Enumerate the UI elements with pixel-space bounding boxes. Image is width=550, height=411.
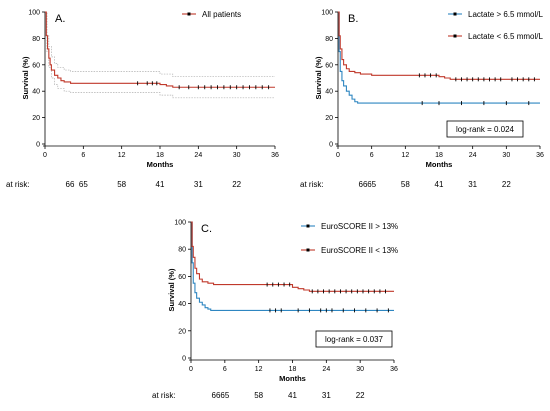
- legend-marker: [187, 12, 191, 16]
- at-risk-count: 58: [254, 391, 263, 400]
- legend-label: Lactate > 6.5 mmol/L: [468, 10, 543, 19]
- legend-label: Lactate < 6.5 mmol/L: [468, 32, 543, 41]
- panel-b: 0 20 40 60 80 100 0 6 12 18 24 30 36 Months Survival (…: [300, 10, 544, 190]
- panel-c: 0 20 40 60 80 100 0 6 12 18 24 30 36 Months Survival (…: [152, 220, 398, 401]
- y-tick-label: 100: [321, 10, 333, 17]
- at-risk-count: 41: [156, 180, 165, 189]
- at-risk-count: 58: [117, 180, 126, 189]
- at-risk-count: 41: [288, 391, 297, 400]
- panel-a: 0 20 40 60 80 100 0 6 12 18 24 30 36 Months Survival (…: [6, 10, 279, 190]
- x-tick-label: 30: [233, 152, 241, 159]
- logrank-box: [446, 120, 524, 138]
- y-tick-label: 40: [178, 301, 186, 308]
- survival-curve: [338, 11, 540, 104]
- at-risk-count: 66: [359, 180, 368, 189]
- y-tick-label: 40: [32, 89, 40, 96]
- y-axis-title: Survival (%): [314, 56, 323, 99]
- logrank-box: [315, 330, 393, 348]
- x-tick-label: 36: [536, 152, 544, 159]
- x-tick-label: 36: [271, 152, 279, 159]
- y-tick-label: 60: [178, 274, 186, 281]
- confidence-band-line: [45, 11, 275, 99]
- at-risk-count: 22: [502, 180, 511, 189]
- at-risk-count: 66: [66, 180, 75, 189]
- survival-curve: [191, 221, 394, 311]
- x-tick-label: 0: [43, 152, 47, 159]
- legend-label: EuroSCORE II > 13%: [321, 222, 398, 231]
- y-tick-label: 20: [325, 115, 333, 122]
- at-risk-count: 22: [356, 391, 365, 400]
- y-tick-label: 0: [182, 356, 186, 363]
- y-axis-title: Survival (%): [21, 56, 30, 99]
- x-tick-label: 24: [469, 152, 477, 159]
- y-tick-label: 60: [325, 62, 333, 69]
- panel-label: A.: [55, 13, 65, 25]
- survival-curve: [338, 11, 540, 80]
- y-tick-label: 80: [32, 36, 40, 43]
- legend-label: All patients: [202, 10, 241, 19]
- y-tick-label: 20: [32, 115, 40, 122]
- y-tick-label: 0: [329, 142, 333, 149]
- logrank-value: log-rank = 0.024: [456, 125, 515, 134]
- x-tick-label: 18: [289, 366, 297, 373]
- at-risk-label: at risk:: [300, 180, 324, 189]
- survival-curve: [45, 11, 275, 88]
- x-axis-title: Months: [426, 160, 453, 169]
- at-risk-label: at risk:: [152, 391, 176, 400]
- legend-marker: [306, 224, 310, 228]
- x-tick-label: 36: [390, 366, 398, 373]
- at-risk-count: 65: [367, 180, 376, 189]
- y-tick-label: 40: [325, 89, 333, 96]
- legend-label: EuroSCORE II < 13%: [321, 246, 398, 255]
- y-tick-label: 0: [36, 142, 40, 149]
- x-axis-title: Months: [279, 374, 306, 383]
- y-tick-label: 100: [28, 10, 40, 17]
- x-tick-label: 30: [356, 366, 364, 373]
- y-tick-label: 80: [325, 36, 333, 43]
- x-tick-label: 0: [189, 366, 193, 373]
- y-tick-label: 100: [174, 220, 186, 227]
- x-tick-label: 18: [435, 152, 443, 159]
- at-risk-count: 65: [220, 391, 229, 400]
- x-tick-label: 6: [223, 366, 227, 373]
- y-tick-label: 80: [178, 247, 186, 254]
- confidence-band-line: [45, 11, 275, 78]
- x-tick-label: 12: [255, 366, 263, 373]
- legend-marker: [453, 34, 457, 38]
- x-tick-label: 6: [370, 152, 374, 159]
- x-tick-label: 6: [81, 152, 85, 159]
- at-risk-count: 22: [232, 180, 241, 189]
- y-tick-label: 20: [178, 328, 186, 335]
- x-tick-label: 0: [336, 152, 340, 159]
- legend-marker: [306, 248, 310, 252]
- at-risk-count: 31: [194, 180, 203, 189]
- x-tick-label: 30: [502, 152, 510, 159]
- at-risk-count: 41: [435, 180, 444, 189]
- at-risk-count: 58: [401, 180, 410, 189]
- x-tick-label: 24: [322, 366, 330, 373]
- panel-label: C.: [201, 223, 212, 235]
- x-tick-label: 12: [401, 152, 409, 159]
- x-tick-label: 24: [194, 152, 202, 159]
- x-tick-label: 12: [118, 152, 126, 159]
- at-risk-count: 66: [212, 391, 221, 400]
- at-risk-label: at risk:: [6, 180, 30, 189]
- panel-label: B.: [348, 13, 358, 25]
- at-risk-count: 31: [468, 180, 477, 189]
- at-risk-count: 65: [79, 180, 88, 189]
- survival-curve: [191, 221, 394, 292]
- y-tick-label: 60: [32, 62, 40, 69]
- y-axis-title: Survival (%): [167, 268, 176, 311]
- legend-marker: [453, 12, 457, 16]
- x-tick-label: 18: [156, 152, 164, 159]
- at-risk-count: 31: [322, 391, 331, 400]
- x-axis-title: Months: [147, 160, 174, 169]
- logrank-value: log-rank = 0.037: [325, 335, 384, 344]
